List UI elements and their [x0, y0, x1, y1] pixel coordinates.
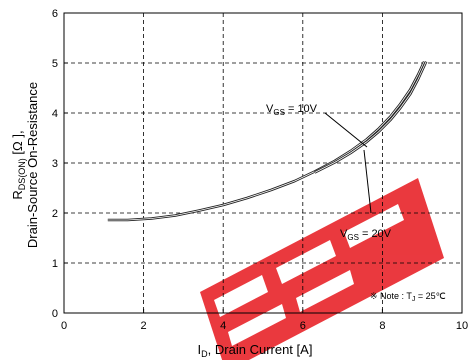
series-line-vgs-10v [107, 60, 426, 222]
y-tick-label: 3 [52, 158, 58, 170]
vgs20-label: VGS = 20V [340, 228, 392, 242]
y-tick-label: 2 [52, 208, 58, 220]
series-layer [107, 60, 428, 222]
y-axis-title-line2: Drain-Source On-Resistance [25, 82, 40, 248]
y-tick-label: 5 [52, 58, 58, 70]
x-tick-label: 6 [300, 320, 306, 332]
x-tick-label: 2 [141, 320, 147, 332]
vgs10-label: VGS = 10V [266, 103, 318, 117]
y-tick-label: 4 [52, 108, 58, 120]
vgs20-pointer [363, 149, 372, 214]
y-tick-label: 1 [52, 258, 58, 270]
x-tick-label: 10 [456, 320, 468, 332]
x-tick-label: 0 [61, 320, 67, 332]
y-axis-title-line1: RDS(ON) [Ω ], [10, 130, 27, 199]
series-line-highlight [314, 61, 427, 173]
note-label: ※ Note : TJ = 25℃ [370, 291, 446, 303]
x-axis-title: ID, Drain Current [A] [198, 342, 313, 359]
x-axis-ticks: 0 2 4 6 8 10 [61, 309, 468, 332]
vgs10-pointer [324, 112, 368, 148]
y-tick-label: 0 [52, 308, 58, 320]
annotation-arrows [324, 112, 372, 214]
y-tick-label: 6 [52, 8, 58, 20]
x-tick-label: 8 [379, 320, 385, 332]
x-tick-label: 4 [220, 320, 226, 332]
watermark-logo [200, 178, 444, 360]
series-line-vgs-20v [314, 60, 428, 174]
y-axis-ticks: 0 1 2 3 4 5 6 [52, 8, 68, 320]
series-line-highlight [107, 61, 425, 221]
